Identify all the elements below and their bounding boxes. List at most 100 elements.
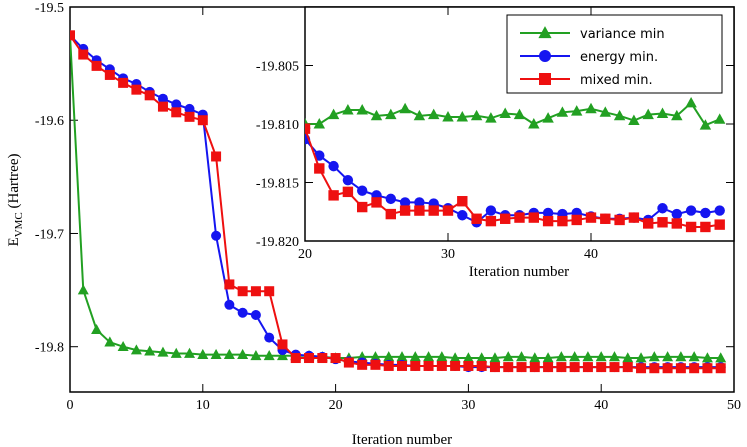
data-point-mixed (237, 286, 248, 297)
y-tick-label: -19.6 (35, 114, 64, 129)
data-point-mixed (224, 279, 235, 290)
data-point-variance (688, 351, 700, 362)
data-point-mixed (314, 163, 325, 174)
data-point-variance (423, 351, 435, 362)
data-point-mixed (78, 49, 89, 60)
data-point-energy (211, 230, 222, 241)
data-point-variance (342, 103, 354, 115)
y-tick-label: -19.8 (35, 341, 64, 356)
data-point-variance (470, 109, 483, 121)
data-point-variance (622, 352, 634, 363)
data-point-mixed (571, 214, 582, 226)
data-point-variance (585, 102, 597, 114)
legend-entry-energy (520, 50, 570, 62)
legend-marker-energy (539, 50, 551, 62)
data-point-mixed (410, 360, 421, 371)
data-point-variance (399, 102, 411, 114)
y-label-subscript: VMC (13, 212, 25, 237)
main-x-axis-label: Iteration number (352, 432, 452, 447)
data-point-mixed (330, 353, 341, 364)
data-point-variance (356, 103, 368, 115)
data-point-variance (456, 111, 469, 122)
data-point-mixed (328, 190, 339, 201)
data-point-energy (171, 99, 182, 110)
data-point-mixed (600, 213, 611, 224)
data-point-mixed (436, 360, 447, 371)
data-point-mixed (197, 115, 208, 126)
data-point-mixed (342, 186, 354, 198)
x-tick-label: 40 (594, 398, 608, 413)
data-point-mixed (714, 219, 725, 230)
data-point-variance (327, 108, 340, 120)
main-y-ticks: -19.5 -19.6 -19.7 -19.8 (35, 1, 734, 356)
data-point-mixed (489, 362, 500, 373)
data-point-variance (91, 323, 103, 335)
data-point-mixed (428, 205, 439, 216)
main-series-layer (70, 29, 727, 374)
data-point-energy (314, 150, 325, 161)
data-point-variance (570, 105, 583, 116)
legend-label-energy: energy min. (580, 50, 658, 65)
data-point-variance (613, 109, 626, 121)
data-point-variance (556, 106, 569, 117)
x-tick-label: 30 (441, 247, 455, 262)
data-point-variance (502, 351, 514, 362)
data-point-energy (224, 299, 235, 310)
data-point-energy (685, 205, 697, 216)
data-point-variance (104, 336, 116, 347)
data-point-mixed (264, 286, 275, 297)
data-point-variance (529, 352, 541, 363)
data-point-mixed (542, 215, 554, 227)
data-point-mixed (70, 30, 75, 41)
legend-marker-mixed (539, 73, 551, 85)
inset-plot: 20 30 40 -19.805 -19.810 -19.815 -19.820 Iter… (256, 6, 735, 280)
x-tick-label: 40 (584, 247, 598, 262)
data-point-mixed (628, 212, 640, 223)
data-point-variance (77, 284, 89, 295)
data-point-energy (671, 208, 682, 220)
data-point-mixed (636, 363, 647, 374)
data-point-variance (599, 106, 612, 117)
data-point-variance (197, 348, 209, 359)
data-point-mixed (171, 107, 182, 118)
data-point-variance (582, 351, 594, 362)
data-point-variance (516, 351, 528, 362)
x-tick-label: 30 (461, 398, 475, 413)
data-point-mixed (211, 151, 222, 162)
data-point-mixed (371, 197, 382, 208)
data-point-mixed (476, 360, 487, 371)
data-point-variance (370, 109, 383, 121)
data-point-mixed (385, 208, 396, 220)
data-point-variance (130, 344, 142, 355)
data-point-variance (715, 352, 727, 363)
data-point-mixed (485, 215, 497, 227)
data-point-variance (542, 352, 554, 363)
x-tick-label: 0 (67, 398, 74, 413)
legend-entry-variance (520, 26, 570, 39)
data-point-mixed (622, 362, 633, 373)
data-point-variance (436, 351, 448, 362)
data-point-variance (263, 350, 275, 361)
data-point-variance (542, 112, 554, 123)
data-point-variance (685, 96, 697, 108)
data-point-variance (427, 108, 440, 120)
data-point-mixed (463, 360, 474, 371)
data-point-variance (635, 352, 647, 363)
data-point-energy (657, 203, 668, 214)
data-point-mixed (662, 363, 673, 374)
data-point-mixed (671, 218, 682, 229)
data-point-mixed (569, 362, 580, 373)
data-point-mixed (305, 123, 311, 134)
data-point-variance (385, 108, 397, 120)
data-point-energy (542, 207, 554, 219)
data-point-mixed (91, 60, 102, 71)
data-point-variance (223, 348, 235, 359)
main-y-axis-label: EVMC (Hartree) (6, 154, 25, 247)
data-point-mixed (357, 201, 368, 213)
data-point-mixed (357, 359, 368, 370)
series-mixed (70, 30, 726, 374)
data-point-mixed (514, 212, 525, 223)
legend-label-variance: variance min (580, 27, 665, 42)
legend-label-mixed: mixed min. (580, 73, 653, 88)
data-point-variance (157, 346, 169, 357)
